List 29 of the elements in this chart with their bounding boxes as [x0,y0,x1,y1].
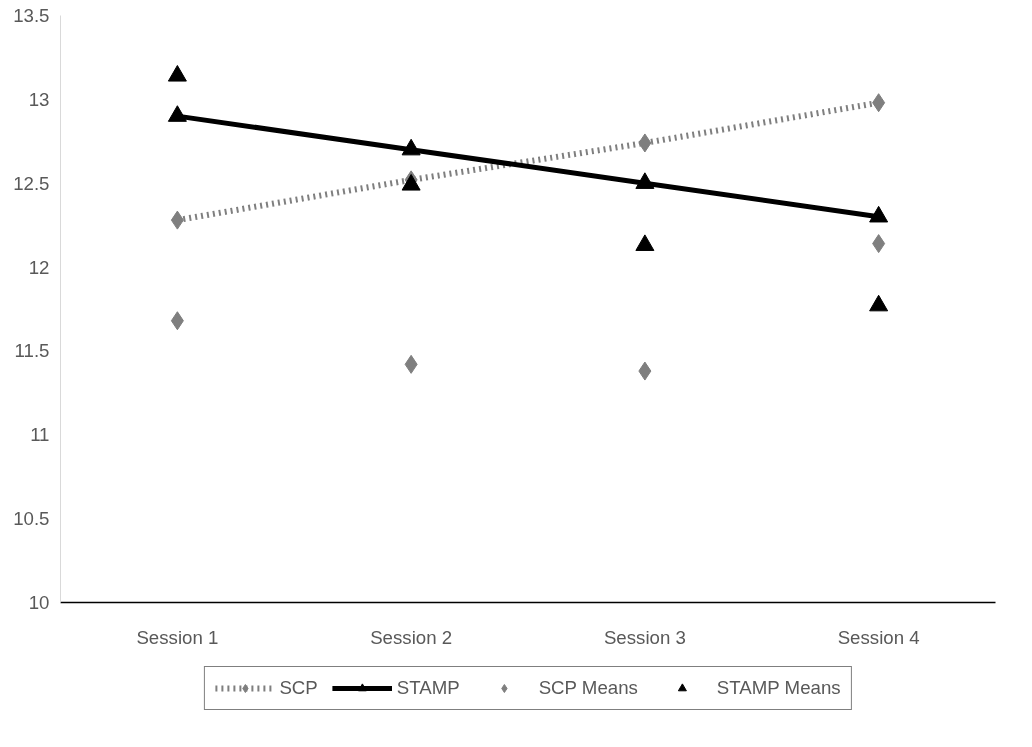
point [167,64,187,82]
y-tick-label: 12 [28,256,50,278]
y-tick-label: 10 [28,592,50,613]
x-tick-label: Session 1 [136,626,219,648]
point [635,234,655,251]
y-tick-label: 10.5 [13,508,50,530]
point [869,294,889,312]
point [401,138,421,156]
point [635,172,655,189]
legend-label: SCP [279,676,318,699]
y-tick-label: 11.5 [14,340,50,362]
x-tick-label: Session 3 [603,626,686,648]
point [404,354,418,374]
point [170,311,184,331]
x-tick-label: Session 2 [370,626,453,648]
y-tick-label: 11 [30,424,50,446]
y-tick-label: 13.5 [13,5,50,26]
legend-label: STAMP Means [716,676,841,699]
point [401,174,421,191]
point [167,105,187,122]
point [869,205,889,223]
y-tick-label: 12.5 [13,172,50,194]
point [872,234,886,254]
x-tick-label: Session 4 [837,626,920,648]
point [638,361,652,381]
legend-label: STAMP [396,676,460,699]
legend-label: SCP Means [538,676,638,699]
point [170,210,184,230]
y-tick-label: 13 [28,88,50,110]
